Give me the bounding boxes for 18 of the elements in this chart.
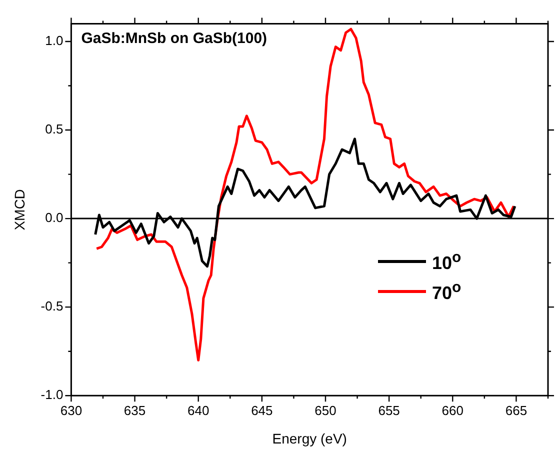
y-tick-label: 0.0 xyxy=(45,210,64,226)
x-axis-title: Energy (eV) xyxy=(272,430,347,446)
y-tick-label: -0.5 xyxy=(40,298,64,314)
y-tick-label: 1.0 xyxy=(45,33,64,48)
legend-label: 10$^{o}$ xyxy=(432,249,462,274)
x-tick-label: 660 xyxy=(442,402,464,418)
y-tick-label: -1.0 xyxy=(40,387,64,402)
legend-label: 70$^{o}$ xyxy=(432,279,462,304)
x-tick-label: 635 xyxy=(124,402,146,418)
x-tick-label: 640 xyxy=(187,402,210,418)
y-tick-label: 0.5 xyxy=(45,122,64,137)
y-axis-title: XMCD xyxy=(11,189,28,230)
x-tick-label: 655 xyxy=(378,402,400,418)
x-tick-label: 650 xyxy=(314,402,336,418)
x-tick-label: 665 xyxy=(505,402,528,418)
x-tick-label: 630 xyxy=(60,402,82,418)
chart-title: GaSb:MnSb on GaSb(100) xyxy=(81,30,268,47)
x-tick-label: 645 xyxy=(251,402,273,418)
